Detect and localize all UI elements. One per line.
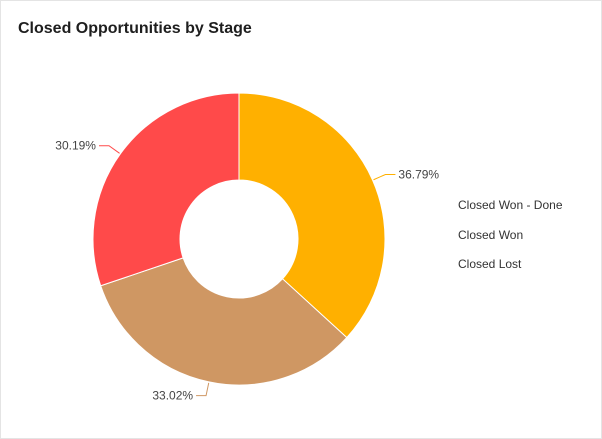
leader-line-closed-won (196, 382, 210, 397)
slice-closed-won[interactable] (100, 257, 348, 386)
leader-line-closed-lost (98, 145, 120, 154)
legend-item-closed-won-done[interactable]: Closed Won - Done (458, 198, 563, 212)
data-labels-layer: 36.79% 33.02% 30.19% (55, 139, 439, 403)
leader-lines-layer (98, 145, 396, 397)
leader-line-closed-won-done (373, 173, 396, 181)
data-label-closed-won: 33.02% (152, 389, 193, 403)
data-label-closed-won-done: 36.79% (398, 167, 439, 181)
slice-closed-lost[interactable] (92, 92, 240, 287)
legend: Closed Won - Done Closed Won Closed Lost (458, 197, 563, 286)
chart-title: Closed Opportunities by Stage (18, 20, 252, 37)
legend-item-closed-lost[interactable]: Closed Lost (458, 257, 522, 271)
slice-closed-won-done[interactable] (238, 92, 386, 339)
slices-layer (92, 92, 386, 386)
data-label-closed-lost: 30.19% (55, 139, 96, 153)
legend-item-closed-won[interactable]: Closed Won (458, 227, 524, 242)
